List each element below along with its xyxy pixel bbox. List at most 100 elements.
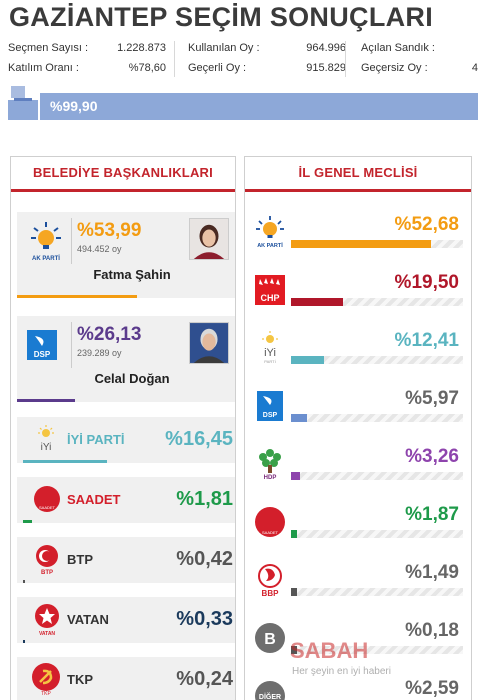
bbp-logo-icon: BBP xyxy=(258,564,282,597)
svg-text:HDP: HDP xyxy=(264,475,277,481)
svg-text:AK PARTİ: AK PARTİ xyxy=(32,255,60,262)
svg-text:VATAN: VATAN xyxy=(39,631,55,637)
ballot-progress-text: %99,90 xyxy=(50,98,98,114)
stats-divider xyxy=(174,41,175,77)
party-row[interactable]: SAADET SAADET %1,81 xyxy=(17,477,235,523)
candidate-percentage: %53,99 xyxy=(77,220,142,241)
turnout-value: %78,60 xyxy=(128,62,166,74)
council-party-row[interactable]: HDP %3,26 xyxy=(251,444,471,490)
council-vote-fill xyxy=(291,472,300,480)
council-vote-fill xyxy=(291,298,343,306)
voter-count-label: Seçmen Sayısı : xyxy=(8,42,89,54)
svg-text:iYi: iYi xyxy=(264,347,276,359)
party-name: TKP xyxy=(67,672,93,687)
candidate-percentage: %26,13 xyxy=(77,324,142,345)
council-party-percentage: %52,68 xyxy=(394,214,459,235)
iyi-parti-logo-icon: iYi xyxy=(38,425,54,453)
party-name: BTP xyxy=(67,552,93,567)
candidate-votes: 239.289 oy xyxy=(77,348,122,358)
chp-logo-icon: CHP xyxy=(255,275,285,305)
btp-logo-icon: BTP xyxy=(36,545,58,576)
council-vote-track xyxy=(291,414,463,422)
council-vote-track xyxy=(291,240,463,248)
provincial-council-panel: İL GENEL MECLİSİ AK PARTİ %52,68 CHP %19,50… xyxy=(244,156,472,700)
votes-cast-label: Kullanılan Oy : xyxy=(188,42,260,54)
council-party-row[interactable]: BBP %1,49 xyxy=(251,560,471,606)
svg-text:AK PARTİ: AK PARTİ xyxy=(257,242,283,249)
turnout-label: Katılım Oranı : xyxy=(8,62,79,74)
council-vote-fill xyxy=(291,530,297,538)
ballot-progress-fill xyxy=(40,93,478,120)
council-party-percentage: %19,50 xyxy=(394,272,459,293)
party-row[interactable]: BTP BTP %0,42 xyxy=(17,537,235,583)
candidate-card[interactable]: AK PARTİ %53,99 494.452 oy Fatma Şahin xyxy=(17,212,235,298)
council-party-row[interactable]: DSP %5,97 xyxy=(251,386,471,432)
council-party-percentage: %3,26 xyxy=(405,446,459,467)
invalid-votes-value: 4 xyxy=(471,62,478,74)
council-vote-track xyxy=(291,588,463,596)
svg-text:CHP: CHP xyxy=(260,293,279,303)
votes-cast-value: 964.996 xyxy=(306,42,346,54)
party-vote-bar xyxy=(23,640,25,643)
council-party-percentage: %1,49 xyxy=(405,562,459,583)
council-party-percentage: %5,97 xyxy=(405,388,459,409)
council-party-row[interactable]: CHP %19,50 xyxy=(251,270,471,316)
candidate-vote-bar xyxy=(17,399,75,402)
stats-divider xyxy=(345,41,346,77)
party-percentage: %1,81 xyxy=(176,488,233,510)
candidate-vote-bar xyxy=(17,295,137,298)
svg-text:DİĞER: DİĞER xyxy=(259,692,281,700)
council-vote-track xyxy=(291,472,463,480)
party-row[interactable]: iYi İYİ PARTİ %16,45 xyxy=(17,417,235,463)
invalid-votes-label: Geçersiz Oy : xyxy=(361,62,428,74)
sabah-watermark: SABAH xyxy=(290,638,369,663)
valid-votes-label: Geçerli Oy : xyxy=(188,62,247,74)
council-vote-fill xyxy=(291,414,307,422)
council-vote-fill xyxy=(291,240,431,248)
saadet-logo-icon: SAADET xyxy=(255,507,285,537)
council-party-row[interactable]: AK PARTİ %52,68 xyxy=(251,212,471,258)
candidate-card[interactable]: DSP %26,13 239.289 oy Celal Doğan xyxy=(17,316,235,402)
council-party-row[interactable]: iYi PARTİ %12,41 xyxy=(251,328,471,374)
panel-title-underline xyxy=(11,189,235,192)
council-vote-fill xyxy=(291,356,324,364)
valid-votes-value: 915.829 xyxy=(306,62,346,74)
svg-text:DSP: DSP xyxy=(34,350,51,359)
card-divider xyxy=(71,322,72,368)
tkp-logo-icon: TKP xyxy=(32,663,60,696)
council-party-row[interactable]: DİĞER %2,59 xyxy=(251,676,471,700)
ballot-progress-bar: %99,90 xyxy=(40,93,478,120)
diger-logo-icon: DİĞER xyxy=(255,681,285,700)
card-divider xyxy=(71,218,72,264)
party-vote-bar xyxy=(23,520,32,523)
svg-text:BTP: BTP xyxy=(41,570,53,576)
council-party-percentage: %12,41 xyxy=(394,330,459,351)
council-party-row[interactable]: B %0,18 xyxy=(251,618,471,664)
party-row[interactable]: TKP TKP %0,24 xyxy=(17,657,235,700)
council-vote-track xyxy=(291,646,463,654)
saadet-logo-icon: SAADET xyxy=(34,486,60,512)
council-party-percentage: %2,59 xyxy=(405,678,459,699)
candidate-name: Fatma Şahin xyxy=(93,267,171,282)
svg-text:DSP: DSP xyxy=(263,412,278,419)
council-vote-track xyxy=(291,530,463,538)
party-percentage: %0,24 xyxy=(176,668,233,690)
council-party-row[interactable]: SAADET %1,87 xyxy=(251,502,471,548)
ak-parti-logo-icon: AK PARTİ xyxy=(256,216,284,249)
ak-parti-logo-icon: AK PARTİ xyxy=(31,222,61,262)
svg-text:SAADET: SAADET xyxy=(262,530,279,535)
dsp-logo-icon: DSP xyxy=(257,391,283,421)
candidate-photo-avatar xyxy=(189,322,229,364)
opened-boxes-label: Açılan Sandık : xyxy=(361,42,435,54)
candidate-name: Celal Doğan xyxy=(94,371,170,386)
mayoral-panel-title: BELEDİYE BAŞKANLIKLARI xyxy=(33,165,213,180)
party-percentage: %0,33 xyxy=(176,608,233,630)
party-percentage: %16,45 xyxy=(165,428,233,450)
council-panel-title: İL GENEL MECLİSİ xyxy=(298,165,418,180)
stats-bar: Seçmen Sayısı : 1.228.873 Katılım Oranı … xyxy=(0,41,478,79)
party-row[interactable]: VATAN VATAN %0,33 xyxy=(17,597,235,643)
candidate-votes: 494.452 oy xyxy=(77,244,122,254)
party-vote-bar xyxy=(23,580,25,583)
party-percentage: %0,42 xyxy=(176,548,233,570)
